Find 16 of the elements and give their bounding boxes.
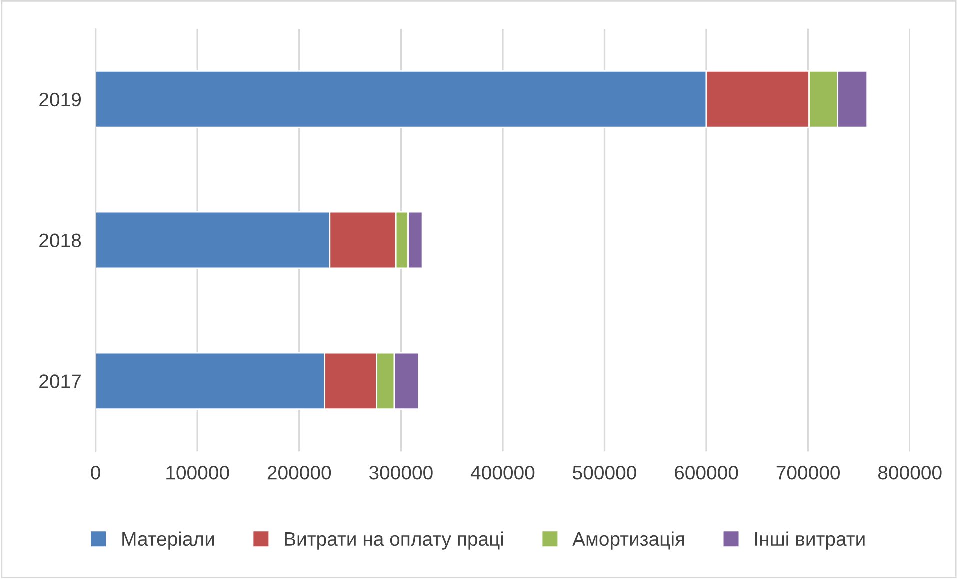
legend-label: Матеріали bbox=[122, 532, 214, 550]
x-tick-label: 300000 bbox=[369, 466, 433, 480]
x-tick-label: 600000 bbox=[675, 466, 738, 480]
x-tick-label: 800000 bbox=[878, 466, 942, 480]
x-tick-label: 100000 bbox=[166, 466, 230, 480]
legend-label: Витрати на оплату праці bbox=[285, 532, 504, 550]
y-tick-label: 2017 bbox=[40, 374, 81, 388]
x-tick-label: 200000 bbox=[268, 466, 332, 480]
legend-label: Інші витрати bbox=[755, 532, 865, 550]
x-tick-label: 700000 bbox=[776, 466, 840, 480]
x-tick-label: 500000 bbox=[573, 466, 636, 480]
legend-label: Амортизація bbox=[572, 532, 684, 550]
y-tick-label: 2018 bbox=[40, 234, 82, 248]
x-tick-label: 400000 bbox=[470, 466, 535, 480]
y-tick-label: 2019 bbox=[40, 92, 81, 107]
x-tick-label: 0 bbox=[91, 466, 100, 480]
